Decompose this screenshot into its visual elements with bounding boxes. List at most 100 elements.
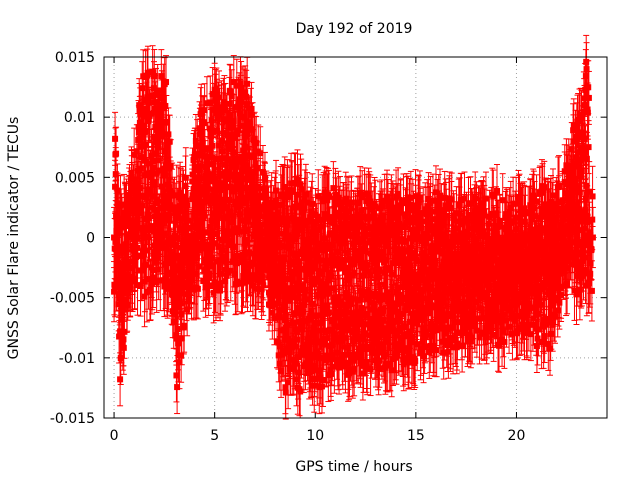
data-point (370, 210, 377, 217)
data-point (301, 255, 308, 262)
data-point (286, 245, 293, 252)
data-point (461, 195, 468, 202)
data-point (234, 278, 241, 285)
data-point (283, 228, 290, 235)
data-point (277, 230, 284, 237)
data-point (373, 223, 380, 230)
data-point (302, 191, 309, 198)
data-point (174, 215, 181, 222)
data-point (472, 195, 479, 202)
data-point (167, 237, 174, 244)
data-point (507, 204, 514, 211)
data-point (422, 206, 429, 213)
data-point (429, 197, 436, 204)
data-point (165, 278, 172, 285)
data-point (252, 285, 259, 292)
data-point (244, 278, 251, 285)
data-point (270, 212, 277, 219)
data-point (199, 239, 206, 246)
data-point (429, 245, 436, 252)
data-point (368, 206, 375, 213)
data-point (454, 262, 461, 269)
data-point (369, 214, 376, 221)
data-point (336, 265, 343, 272)
data-point (441, 194, 448, 201)
y-axis-title: GNSS Solar Flare indicator / TECUs (6, 117, 22, 360)
data-point (350, 261, 357, 268)
data-point (307, 214, 314, 221)
data-point (293, 270, 300, 277)
data-point (191, 270, 198, 277)
y-tick-label: 0.005 (55, 170, 95, 186)
data-point (386, 219, 393, 226)
data-point (488, 210, 495, 217)
data-point (145, 276, 152, 283)
data-point (445, 238, 452, 245)
data-point (343, 211, 350, 218)
data-point (384, 193, 391, 200)
data-point (431, 208, 438, 215)
data-point (250, 272, 257, 279)
data-point (490, 193, 497, 200)
data-point (118, 215, 125, 222)
chart-title: Day 192 of 2019 (296, 21, 413, 37)
data-point (166, 217, 173, 224)
data-point (117, 202, 124, 209)
data-point (497, 217, 504, 224)
data-point (420, 210, 427, 217)
data-point (356, 251, 363, 258)
data-point (196, 244, 203, 251)
data-point (470, 225, 477, 232)
data-point (219, 254, 226, 261)
data-point (305, 237, 312, 244)
data-point (152, 247, 159, 254)
data-point (177, 189, 184, 196)
data-point (478, 232, 485, 239)
data-point (120, 296, 127, 303)
data-point (358, 223, 365, 230)
data-point (159, 204, 166, 211)
data-point (153, 279, 160, 286)
data-point (306, 218, 313, 225)
data-point (138, 267, 145, 274)
data-point (425, 234, 432, 241)
x-tick-label: 5 (210, 428, 219, 444)
data-point (239, 279, 246, 286)
data-point (145, 234, 152, 241)
data-point (437, 192, 444, 199)
data-point (207, 198, 214, 205)
data-point (432, 189, 439, 196)
data-point (164, 285, 171, 292)
data-point (297, 181, 304, 188)
data-point (157, 277, 164, 284)
data-point (396, 249, 403, 256)
data-point (298, 186, 305, 193)
data-point (469, 212, 476, 219)
y-tick-label: 0.015 (55, 50, 95, 66)
data-point (419, 218, 426, 225)
data-point (218, 270, 225, 277)
y-tick-label: -0.01 (59, 351, 95, 367)
data-point (464, 218, 471, 225)
data-point (163, 245, 170, 252)
data-point (337, 199, 344, 206)
data-point (331, 219, 338, 226)
data-point (112, 283, 119, 290)
data-point (501, 245, 508, 252)
data-point (143, 288, 150, 295)
data-point (456, 201, 463, 208)
data-point (379, 248, 386, 255)
data-point (121, 201, 128, 208)
data-point (242, 196, 249, 203)
data-point (317, 278, 324, 285)
x-axis-title: GPS time / hours (295, 459, 412, 475)
data-point (238, 257, 245, 264)
data-point (221, 196, 228, 203)
data-point (357, 256, 364, 263)
data-point (387, 265, 394, 272)
data-point (233, 260, 240, 267)
data-point (312, 218, 319, 225)
data-point (364, 268, 371, 275)
data-point (417, 266, 424, 273)
data-point (222, 278, 229, 285)
